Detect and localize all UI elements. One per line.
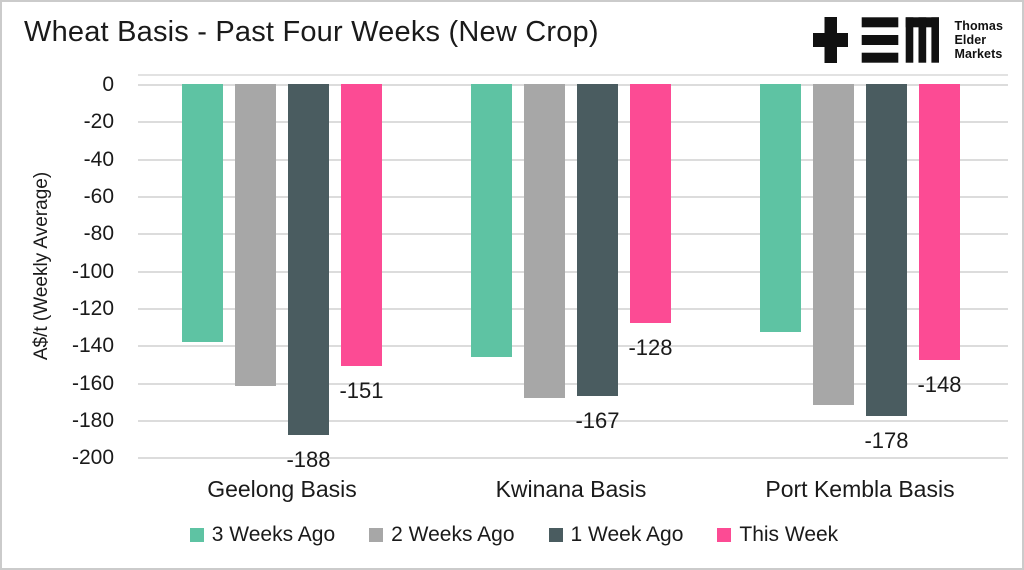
bar-port-kembla-basis-this-week bbox=[919, 84, 960, 361]
bar-port-kembla-basis-3-weeks-ago bbox=[760, 84, 801, 333]
y-tick-label: -80 bbox=[83, 222, 114, 246]
y-tick-label: -160 bbox=[71, 371, 114, 395]
gridline--180 bbox=[138, 419, 1008, 422]
legend-swatch bbox=[369, 528, 384, 542]
bar-kwinana-basis-3-weeks-ago bbox=[471, 84, 512, 357]
data-label: -128 bbox=[628, 334, 673, 360]
y-tick-label: -120 bbox=[71, 296, 114, 320]
logo-line-3: Markets bbox=[954, 47, 1003, 61]
tem-logo-text: Thomas Elder Markets bbox=[954, 19, 1003, 61]
data-label: -178 bbox=[864, 428, 909, 454]
gridline--160 bbox=[138, 382, 1008, 385]
legend: 3 Weeks Ago 2 Weeks Ago 1 Week Ago This Wee… bbox=[2, 523, 1022, 547]
legend-item-this-week: This Week bbox=[717, 523, 838, 547]
legend-swatch bbox=[717, 528, 732, 542]
y-tick-label: -140 bbox=[71, 334, 114, 358]
tem-logo-icon bbox=[813, 17, 940, 63]
legend-label: This Week bbox=[739, 523, 839, 546]
legend-label: 2 Weeks Ago bbox=[391, 523, 515, 546]
y-tick-label: -20 bbox=[83, 110, 114, 134]
legend-swatch bbox=[548, 528, 563, 542]
y-tick-label: -100 bbox=[71, 259, 114, 283]
y-tick-label: -40 bbox=[83, 147, 114, 171]
gridline--120 bbox=[138, 307, 1008, 310]
y-tick-label: -200 bbox=[71, 446, 114, 470]
gridline--140 bbox=[138, 345, 1008, 348]
x-category-label: Geelong Basis bbox=[207, 476, 357, 502]
y-tick-label: -60 bbox=[83, 184, 114, 208]
x-category-label: Port Kembla Basis bbox=[765, 476, 955, 502]
legend-item-1-week-ago: 1 Week Ago bbox=[548, 523, 684, 547]
data-label: -148 bbox=[917, 372, 962, 398]
bar-geelong-basis-1-week-ago bbox=[288, 84, 329, 435]
legend-label: 1 Week Ago bbox=[570, 523, 684, 546]
gridline--100 bbox=[138, 270, 1008, 273]
logo-line-2: Elder bbox=[954, 33, 987, 47]
legend-item-3-weeks-ago: 3 Weeks Ago bbox=[189, 523, 336, 547]
data-label: -151 bbox=[339, 377, 384, 403]
chart-title: Wheat Basis - Past Four Weeks (New Crop) bbox=[24, 16, 599, 48]
y-tick-label: -180 bbox=[71, 408, 114, 432]
legend-item-2-weeks-ago: 2 Weeks Ago bbox=[369, 523, 515, 547]
bar-port-kembla-basis-1-week-ago bbox=[866, 84, 907, 417]
data-label: -167 bbox=[575, 407, 620, 433]
bar-kwinana-basis-this-week bbox=[630, 84, 671, 323]
plot-top-border bbox=[138, 74, 1008, 76]
gridline--40 bbox=[138, 158, 1008, 161]
legend-swatch bbox=[189, 528, 204, 542]
gridline--20 bbox=[138, 121, 1008, 124]
bar-geelong-basis-3-weeks-ago bbox=[182, 84, 223, 342]
gridline-0 bbox=[138, 84, 1008, 86]
bar-kwinana-basis-2-weeks-ago bbox=[524, 84, 565, 398]
gridline--80 bbox=[138, 233, 1008, 236]
y-tick-label: 0 bbox=[102, 73, 114, 96]
gridline--60 bbox=[138, 195, 1008, 198]
bar-geelong-basis-this-week bbox=[341, 84, 382, 366]
gridline--200 bbox=[138, 457, 1008, 460]
tem-logo: Thomas Elder Markets bbox=[813, 13, 1003, 67]
legend-label: 3 Weeks Ago bbox=[211, 523, 336, 546]
x-category-label: Kwinana Basis bbox=[495, 476, 647, 502]
bar-port-kembla-basis-2-weeks-ago bbox=[813, 84, 854, 406]
bar-kwinana-basis-1-week-ago bbox=[577, 84, 618, 396]
logo-line-1: Thomas bbox=[954, 19, 1003, 33]
bar-geelong-basis-2-weeks-ago bbox=[235, 84, 276, 387]
data-label: -188 bbox=[286, 446, 331, 472]
